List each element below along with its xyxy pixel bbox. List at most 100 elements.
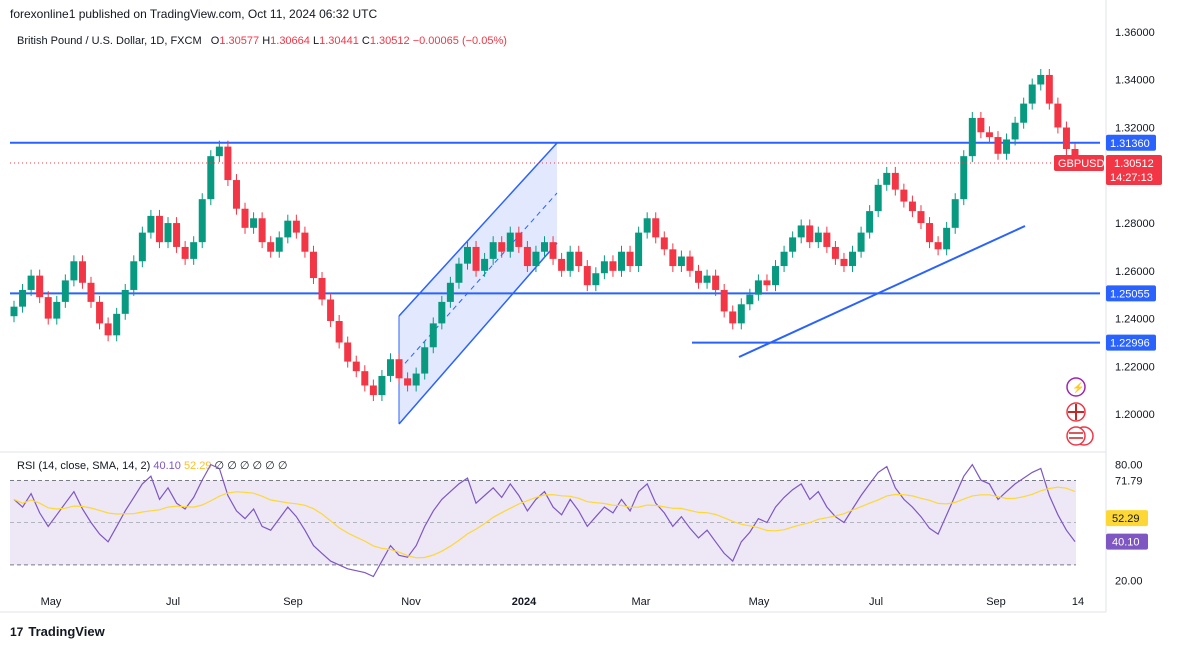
candle-body — [849, 251, 857, 267]
last-price-label: 1.30512 — [1114, 158, 1154, 170]
channel-fill — [399, 143, 557, 424]
candle-body — [241, 208, 249, 228]
candle-body — [874, 184, 882, 212]
candle-body — [138, 232, 146, 262]
rsi-tick-label: 71.79 — [1115, 475, 1143, 487]
time-axis-label: Jul — [166, 596, 180, 608]
candle-body — [720, 289, 728, 312]
candle-body — [600, 261, 608, 274]
candle-body — [181, 246, 189, 259]
candle-body — [951, 199, 959, 228]
candle-body — [891, 172, 899, 190]
rsi-value: 40.10 — [153, 460, 181, 472]
rsi-legend: RSI (14, close, SMA, 14, 2) 40.10 52.29 … — [17, 459, 287, 472]
candle-body — [61, 280, 69, 302]
candle-body — [207, 156, 215, 200]
close-value: 1.30512 — [369, 35, 410, 47]
low-value: 1.30441 — [319, 35, 359, 47]
empty-6: ∅ — [277, 460, 288, 472]
candle-body — [404, 378, 412, 386]
candle-body — [523, 246, 531, 267]
publisher-line: forexonline1 published on TradingView.co… — [10, 7, 378, 21]
candle-body — [352, 361, 360, 372]
candle-body — [489, 242, 497, 259]
rsi-title: RSI (14, close, SMA, 14, 2) — [17, 460, 151, 472]
time-axis-label: 2024 — [512, 596, 537, 608]
candle-body — [1037, 74, 1045, 85]
candle-body — [1045, 74, 1053, 104]
open-label: O — [210, 35, 220, 47]
empty-5: ∅ — [265, 460, 275, 472]
level-badge — [1106, 134, 1156, 151]
candle-body — [806, 225, 814, 243]
candle-body — [660, 237, 668, 250]
tradingview-logo[interactable]: 17 TradingView — [10, 624, 105, 639]
candle-body — [275, 237, 283, 252]
candle-body — [857, 232, 865, 252]
candle-body — [558, 258, 566, 271]
candle-body — [155, 215, 163, 243]
time-axis-label: Jul — [869, 596, 883, 608]
candle-body — [70, 261, 78, 281]
price-tick-label: 1.28000 — [1115, 218, 1155, 230]
candle-body — [301, 232, 309, 252]
candle-body — [463, 246, 471, 264]
candle-body — [438, 301, 446, 324]
candle-body — [823, 232, 831, 247]
candle-body — [695, 270, 703, 283]
rsi-line — [13, 463, 1076, 578]
candle-body — [917, 211, 925, 224]
candle-body — [198, 199, 206, 243]
channel-mid-line — [398, 192, 558, 371]
candle-body — [566, 251, 574, 271]
close-label: C — [361, 35, 370, 47]
candle-body — [549, 242, 557, 259]
level-badge-label: 1.25055 — [1110, 288, 1150, 300]
candle-body — [643, 218, 651, 233]
symbol-title: British Pound / U.S. Dollar, 1D, FXCM — [17, 35, 202, 47]
candle-body — [10, 306, 18, 317]
candle-body — [173, 223, 181, 247]
price-tick-label: 1.24000 — [1115, 314, 1155, 326]
candle-body — [335, 321, 343, 343]
empty-2: ∅ — [227, 460, 237, 472]
level-badge — [1106, 285, 1156, 302]
candle-body — [789, 237, 797, 252]
candle-body — [421, 347, 429, 374]
symbol-badge-label: GBPUSD — [1058, 158, 1105, 170]
candle-body — [190, 242, 198, 259]
candle-body — [378, 375, 386, 396]
candle-body — [113, 313, 121, 336]
tv-brand-text: TradingView — [28, 624, 105, 639]
time-axis-label: Sep — [986, 596, 1006, 608]
candle-body — [27, 275, 35, 290]
candle-body — [943, 227, 951, 250]
candle-body — [1054, 103, 1062, 128]
candle-body — [44, 297, 52, 319]
candle-body — [515, 232, 523, 247]
candle-body — [797, 225, 805, 238]
candle-body — [327, 299, 335, 321]
candle-body — [455, 263, 463, 283]
time-axis-label: May — [41, 596, 62, 608]
candle-body — [361, 371, 369, 386]
candle-body — [575, 251, 583, 267]
candle-body — [36, 275, 44, 298]
candle-body — [754, 280, 762, 295]
candle-body — [926, 223, 934, 243]
candle-body — [532, 251, 540, 267]
price-tick-label: 1.32000 — [1115, 123, 1155, 135]
candle-body — [1028, 84, 1036, 104]
rsi-tick-label: 20.00 — [1115, 575, 1143, 587]
candle-body — [729, 311, 737, 324]
candle-body — [318, 278, 326, 300]
candle-body — [968, 117, 976, 157]
rsi-sma-value: 52.29 — [183, 460, 212, 472]
level-badge-label: 1.22996 — [1110, 338, 1150, 350]
open-value: 1.30577 — [219, 35, 260, 47]
candle-body — [164, 223, 172, 243]
candle-body — [609, 261, 617, 271]
candle-body — [472, 246, 480, 271]
candle-body — [147, 215, 155, 233]
